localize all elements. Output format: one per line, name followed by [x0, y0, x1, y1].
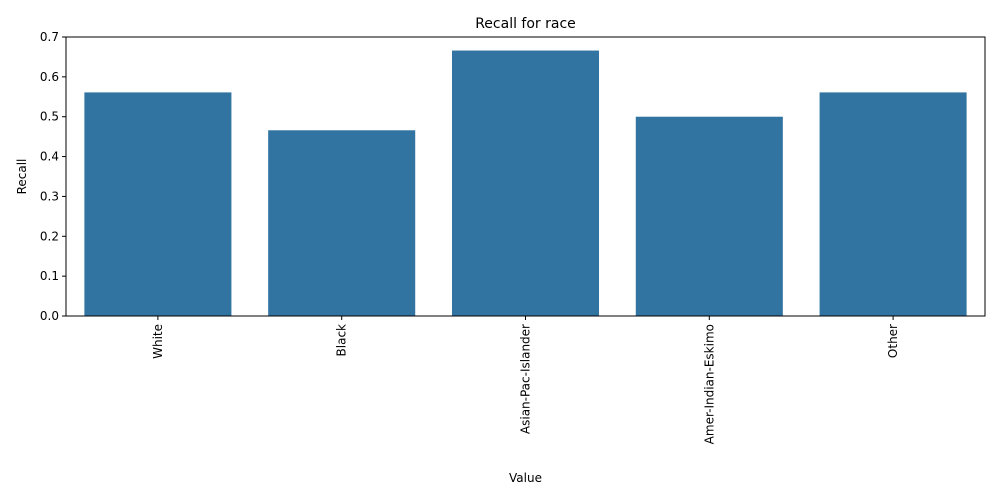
x-tick-label: Asian-Pac-Islander: [519, 324, 533, 434]
bar-asian-pac-islander: [451, 50, 600, 317]
y-tick-label: 0.2: [40, 229, 59, 243]
plot-frame: [65, 36, 986, 317]
chart-title: Recall for race: [475, 16, 576, 32]
x-tick-label: White: [151, 324, 165, 359]
x-axis-label: Value: [509, 471, 542, 485]
y-tick-label: 0.6: [40, 70, 59, 84]
x-axis-ticks: White Black Asian-Pac-Islander Amer-Indian-…: [151, 316, 900, 444]
y-tick-label: 0.3: [40, 189, 59, 203]
bars-layer: [84, 50, 967, 317]
y-tick-label: 0.1: [40, 269, 59, 283]
y-tick-label: 0.5: [40, 110, 59, 124]
y-axis-label: Recall: [15, 159, 29, 195]
bar-other: [819, 92, 967, 316]
bar-black: [268, 130, 416, 316]
bar-amer-indian-eskimo: [635, 116, 783, 316]
y-tick-label: 0.7: [40, 30, 59, 44]
x-tick-label: Other: [886, 324, 900, 358]
y-axis-ticks: 0.0 0.1 0.2 0.3 0.4 0.5 0.6 0.7: [40, 30, 66, 323]
x-tick-label: Black: [335, 324, 349, 357]
x-tick-label: Amer-Indian-Eskimo: [702, 324, 716, 444]
y-tick-label: 0.4: [40, 150, 59, 164]
bar-white: [84, 92, 232, 316]
y-tick-label: 0.0: [40, 309, 59, 323]
